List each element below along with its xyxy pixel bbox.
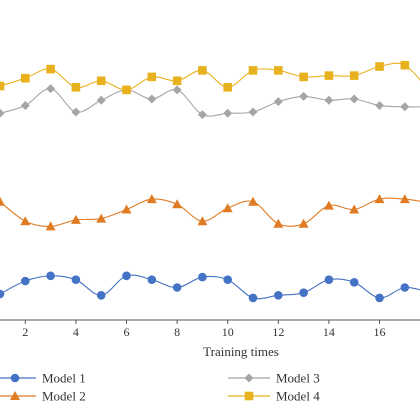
legend-item-4: Model 4 xyxy=(228,389,320,404)
data-point-s2-5 xyxy=(96,213,107,223)
legend: Model 1 Model 2 Model 3 Model 4 xyxy=(0,371,320,404)
data-point-s3-7 xyxy=(147,94,157,104)
x-tick-label-2: 2 xyxy=(22,325,28,339)
data-point-s2-8 xyxy=(172,199,183,209)
data-point-s3-3 xyxy=(46,84,56,94)
data-point-s2-7 xyxy=(146,194,157,204)
data-point-s4-15 xyxy=(349,71,359,80)
data-point-s2-2 xyxy=(20,216,31,226)
legend-item-2: Model 2 xyxy=(0,389,86,404)
data-point-s2-16 xyxy=(374,194,385,204)
data-point-s2-10 xyxy=(222,203,233,213)
data-point-s4-2 xyxy=(21,73,30,83)
x-tick-label-6: 6 xyxy=(124,325,130,339)
data-point-s2-13 xyxy=(298,218,309,228)
data-point-s3-13 xyxy=(299,91,309,101)
data-point-s2-1 xyxy=(0,196,5,206)
data-point-s3-14 xyxy=(324,95,334,105)
legend-marker-3 xyxy=(244,373,254,383)
data-point-s3-2 xyxy=(20,101,30,110)
data-point-s3-15 xyxy=(349,94,359,104)
data-point-s4-17 xyxy=(400,60,410,70)
data-point-s1-3 xyxy=(46,271,55,281)
legend-marker-2 xyxy=(10,391,20,400)
data-point-s3-10 xyxy=(223,108,233,118)
data-point-s1-5 xyxy=(96,291,106,300)
data-point-s4-14 xyxy=(324,71,334,80)
data-point-s1-4 xyxy=(71,275,81,285)
legend-marker-1 xyxy=(10,373,20,383)
legend-label-1: Model 1 xyxy=(42,371,86,386)
data-point-s4-5 xyxy=(96,76,106,86)
data-point-s3-12 xyxy=(273,97,283,107)
data-point-s3-5 xyxy=(96,95,106,105)
data-point-s3-4 xyxy=(71,107,81,117)
x-tick-label-4: 4 xyxy=(73,325,79,339)
data-point-s4-6 xyxy=(122,85,131,95)
x-axis: 2 4 6 8 10 12 14 16 xyxy=(0,319,420,339)
data-point-s1-2 xyxy=(21,276,30,286)
legend-item-1: Model 1 xyxy=(0,371,86,386)
data-point-s4-1 xyxy=(0,81,5,91)
legend-label-2: Model 2 xyxy=(42,389,86,404)
data-point-s4-11 xyxy=(248,66,258,75)
series-2 xyxy=(0,194,420,231)
data-point-s4-16 xyxy=(375,62,384,71)
data-point-s2-17 xyxy=(399,194,410,204)
x-axis-title: Training times xyxy=(203,344,279,359)
data-point-s2-4 xyxy=(70,214,81,224)
data-point-s1-17 xyxy=(400,283,410,292)
data-point-s1-8 xyxy=(172,283,182,292)
data-point-s1-6 xyxy=(122,271,131,281)
legend-label-3: Model 3 xyxy=(276,371,320,386)
data-point-s3-8 xyxy=(172,85,182,95)
data-point-s3-11 xyxy=(248,107,258,117)
data-point-s2-9 xyxy=(197,216,208,226)
data-point-s4-7 xyxy=(147,72,157,82)
legend-item-3: Model 3 xyxy=(228,371,320,386)
data-point-s2-3 xyxy=(45,221,56,231)
data-point-s4-8 xyxy=(172,76,182,86)
data-point-s2-11 xyxy=(248,196,259,206)
x-tick-label-16: 16 xyxy=(374,325,386,339)
x-tick-label-10: 10 xyxy=(222,325,234,339)
data-point-s4-13 xyxy=(299,72,308,82)
x-tick-label-12: 12 xyxy=(272,325,284,339)
series-3 xyxy=(0,84,420,120)
data-point-s4-3 xyxy=(46,64,55,74)
data-point-s1-15 xyxy=(349,278,359,287)
series-layer xyxy=(0,60,420,303)
series-line-1 xyxy=(0,274,420,300)
data-point-s1-11 xyxy=(248,293,258,303)
data-point-s1-12 xyxy=(274,291,283,300)
data-point-s3-17 xyxy=(400,102,410,112)
data-point-s1-1 xyxy=(0,289,5,299)
data-point-s2-14 xyxy=(323,200,334,210)
legend-marker-4 xyxy=(244,391,254,401)
data-point-s3-9 xyxy=(197,110,207,120)
data-point-s1-16 xyxy=(375,293,384,303)
data-point-s3-1 xyxy=(0,108,5,118)
data-point-s4-4 xyxy=(71,83,81,92)
data-point-s4-12 xyxy=(274,66,283,75)
x-tick-label-8: 8 xyxy=(174,325,180,339)
data-point-s1-13 xyxy=(299,288,308,298)
data-point-s1-7 xyxy=(147,275,157,285)
data-point-s1-9 xyxy=(198,272,207,282)
x-tick-label-14: 14 xyxy=(323,325,335,339)
data-point-s1-14 xyxy=(324,275,334,285)
series-1 xyxy=(0,271,420,303)
series-line-3 xyxy=(0,88,420,117)
data-point-s3-16 xyxy=(375,101,385,110)
data-point-s2-6 xyxy=(121,204,132,214)
data-point-s2-15 xyxy=(349,204,360,214)
data-point-s4-10 xyxy=(223,83,233,92)
data-point-s1-10 xyxy=(223,275,233,285)
series-4 xyxy=(0,60,420,95)
data-point-s4-9 xyxy=(198,66,207,75)
legend-label-4: Model 4 xyxy=(276,389,320,404)
data-point-s2-12 xyxy=(273,218,284,228)
